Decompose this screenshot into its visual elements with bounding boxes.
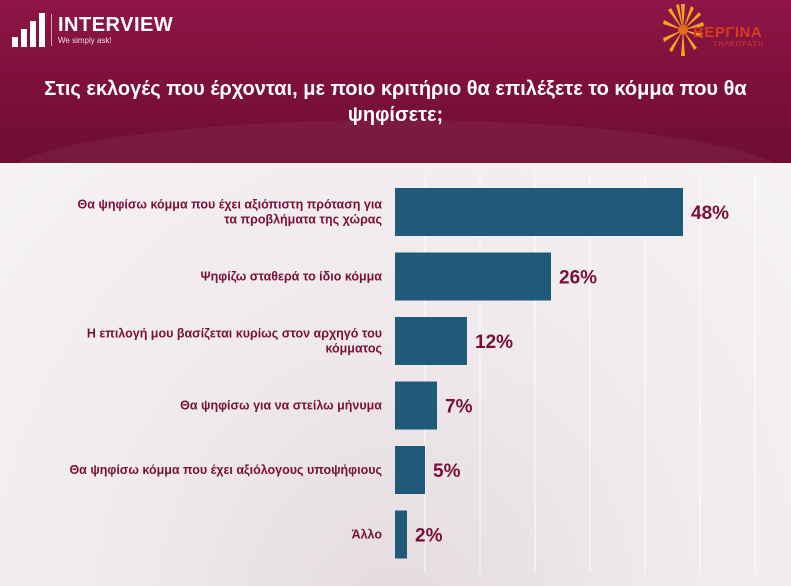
category-label: Θα ψηφίσω κόμμα που έχει αξιόπιστη πρότα… [78, 198, 383, 212]
logo-name: INTERVIEW [58, 14, 174, 36]
value-label: 26% [559, 268, 597, 289]
category-label: κόμματος [325, 342, 382, 356]
value-label: 12% [475, 332, 513, 353]
bar [395, 252, 551, 301]
logo-bars-icon [12, 13, 45, 47]
interview-logo: INTERVIEW We simply ask! [12, 8, 173, 52]
category-label: Άλλο [352, 528, 383, 542]
bar-chart: 48% Θα ψηφίσω κόμμα που έχει αξιόπιστη πρ… [69, 173, 756, 573]
partner-name: ΒΕΡΓΙΝΑ [693, 24, 763, 41]
category-label: Θα ψηφίσω για να στείλω μήνυμα [180, 399, 382, 413]
category-label: Θα ψηφίσω κόμμα που έχει αξιόλογους υποψ… [69, 463, 382, 477]
header-banner: INTERVIEW We simply ask! ΒΕΡΓΙΝΑ ΤΗ [0, 0, 791, 163]
bar [395, 510, 407, 559]
bar [395, 188, 683, 236]
value-label: 5% [433, 461, 461, 482]
value-label: 48% [691, 203, 729, 224]
value-label: 2% [415, 526, 443, 547]
value-label: 7% [445, 397, 473, 418]
category-label: Η επιλογή μου βασίζεται κυρίως στον αρχη… [87, 327, 382, 341]
partner-subtitle: ΤΗΛΕΟΡΑΣΗ [713, 41, 765, 48]
logo-tagline: We simply ask! [58, 36, 112, 45]
category-label: Ψηφίζω σταθερά το ίδιο κόμμα [201, 270, 383, 284]
vergina-logo: ΒΕΡΓΙΝΑ ΤΗΛΕΟΡΑΣΗ [657, 2, 785, 58]
bar [395, 381, 437, 430]
vergina-sun-icon [663, 4, 704, 56]
category-label: τα προβλήματα της χώρας [224, 213, 382, 227]
bar [395, 317, 467, 365]
chart-title: Στις εκλογές που έρχονται, με ποιο κριτή… [44, 78, 747, 126]
bar [395, 446, 425, 494]
